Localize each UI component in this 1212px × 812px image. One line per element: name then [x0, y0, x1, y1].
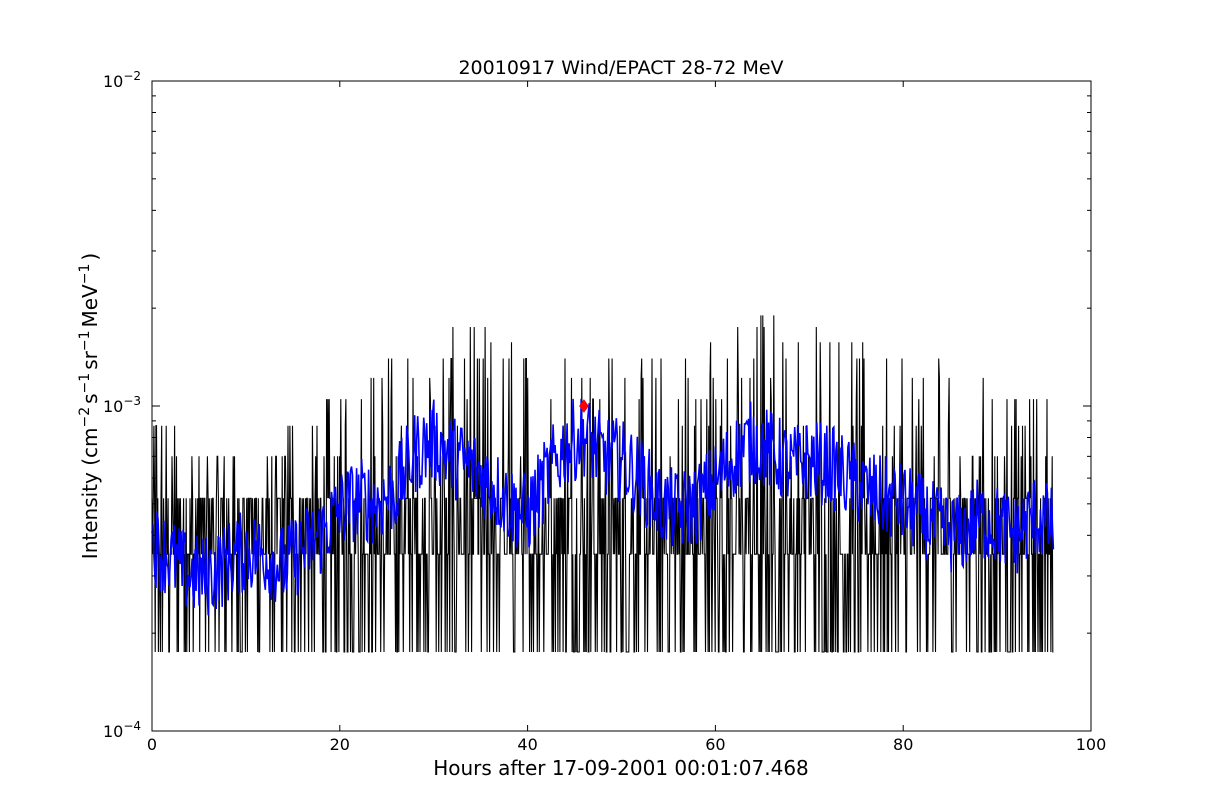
x-tick-label: 0: [147, 735, 157, 754]
x-tick-label: 80: [893, 735, 913, 754]
axis-ticks: 0 20 40 60 80 100 10−4 10−3 10−2: [103, 69, 1106, 754]
x-tick-label: 20: [330, 735, 350, 754]
x-tick-label: 60: [705, 735, 725, 754]
x-axis-label: Hours after 17-09-2001 00:01:07.468: [433, 756, 809, 780]
peak-marker: [579, 399, 589, 413]
x-tick-label: 100: [1076, 735, 1107, 754]
y-tick-label: 10−3: [103, 394, 141, 416]
y-tick-label: 10−4: [103, 719, 141, 741]
smoothed-intensity-series: [151, 398, 1055, 616]
chart-title: 20010917 Wind/EPACT 28-72 MeV: [458, 57, 783, 79]
x-tick-label: 40: [517, 735, 537, 754]
y-axis-label: Intensity (cm−2s−1sr−1MeV−1): [77, 253, 102, 559]
y-tick-label: 10−2: [103, 69, 141, 91]
plot-area: [151, 315, 1055, 653]
